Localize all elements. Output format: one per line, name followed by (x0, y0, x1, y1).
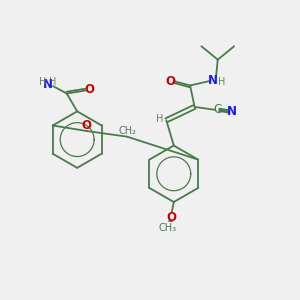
Text: N: N (227, 105, 237, 118)
Text: CH₂: CH₂ (118, 126, 136, 136)
Text: O: O (82, 119, 92, 132)
Text: H: H (50, 77, 57, 87)
Text: N: N (43, 78, 53, 91)
Text: CH₃: CH₃ (159, 223, 177, 233)
Text: O: O (84, 83, 94, 97)
Text: O: O (167, 211, 177, 224)
Text: C: C (213, 103, 221, 116)
Text: H: H (156, 114, 164, 124)
Text: H: H (39, 77, 47, 87)
Text: H: H (218, 76, 226, 87)
Text: N: N (208, 74, 218, 87)
Text: O: O (165, 74, 175, 88)
